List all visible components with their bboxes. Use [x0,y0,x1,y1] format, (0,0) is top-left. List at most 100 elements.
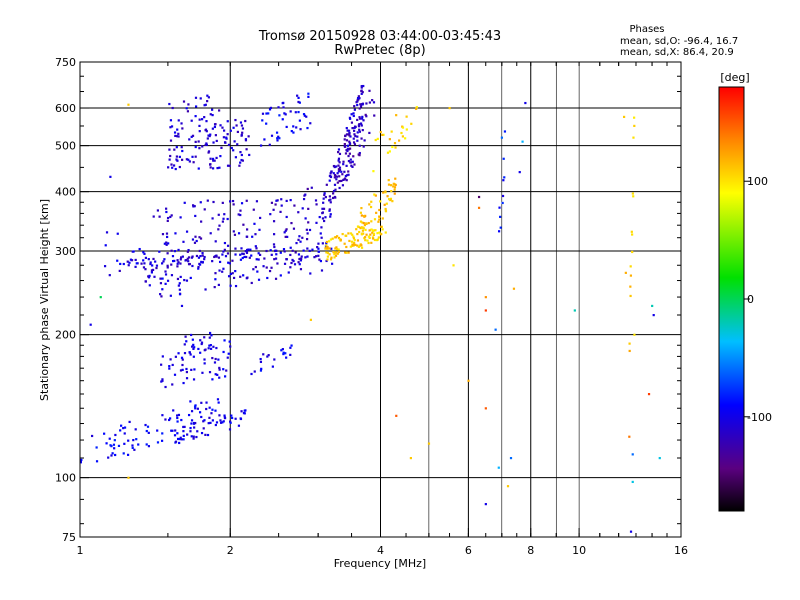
echo-point-706 [199,97,202,100]
echo-point-1238 [631,453,634,456]
echo-point-367 [159,282,163,285]
echo-point-780 [269,213,272,216]
x-tick-label: 2 [227,544,234,557]
echo-point-154 [173,373,177,376]
echo-point-841 [354,125,357,128]
echo-point-266 [142,259,145,262]
echo-point-412 [150,269,154,272]
echo-point-1117 [383,203,386,206]
echo-point-229 [281,348,284,351]
echo-point-535 [222,217,225,220]
echo-point-1194 [632,195,635,198]
echo-point-454 [330,262,334,265]
echo-point-1073 [377,220,380,223]
echo-point-379 [203,255,206,259]
echo-point-969 [351,160,354,163]
echo-point-270 [297,253,301,256]
echo-point-655 [225,137,228,140]
echo-point-963 [368,101,371,104]
echo-point-1107 [359,211,363,214]
echo-point-169 [227,352,230,355]
echo-point-27 [211,419,214,422]
echo-point-1067 [326,245,329,249]
echo-point-776 [283,231,286,234]
echo-point-30 [190,410,194,413]
echo-point-620 [168,148,171,151]
echo-point-231 [282,352,285,356]
echo-point-22 [137,443,140,446]
echo-point-387 [294,251,297,254]
echo-point-1068 [349,245,352,248]
echo-point-482 [240,202,244,205]
echo-point-566 [208,134,211,138]
echo-point-851 [329,201,332,204]
echo-point-857 [352,112,355,115]
echo-point-1137 [360,214,363,217]
echo-point-788 [272,220,276,223]
echo-point-0 [170,429,173,432]
echo-point-434 [279,274,282,277]
echo-point-764 [305,228,308,231]
echo-point-506 [174,232,177,235]
echo-point-885 [319,232,322,235]
chart-subtitle: RwPretec (8p) [334,43,425,58]
echo-point-280 [317,247,320,250]
echo-point-640 [214,123,217,126]
echo-point-889 [332,189,336,193]
echo-point-80 [119,429,122,432]
echo-point-768 [303,194,306,197]
echo-point-1167 [404,137,407,140]
echo-point-1099 [374,229,377,232]
echo-point-1195 [629,274,633,277]
echo-point-1182 [501,194,505,198]
echo-point-1132 [386,195,389,198]
echo-point-461 [283,262,287,265]
echo-point-1228 [512,287,516,290]
echo-point-491 [182,240,185,243]
echo-point-249 [186,257,189,260]
echo-point-268 [181,255,184,258]
echo-point-260 [218,260,222,264]
echo-point-679 [211,113,214,117]
echo-point-546 [240,247,243,250]
echo-point-779 [275,199,278,202]
echo-point-52 [126,453,130,456]
echo-point-589 [205,142,208,145]
echo-point-433 [173,259,176,263]
echo-point-553 [217,213,220,216]
echo-point-1009 [354,243,357,247]
echo-point-291 [142,266,146,269]
echo-point-8 [117,444,121,447]
echo-point-897 [351,127,354,130]
echo-point-219 [184,335,187,338]
echo-point-849 [322,201,325,204]
echo-point-1159 [393,142,397,145]
echo-point-1204 [127,103,130,106]
echo-point-1133 [361,221,364,224]
echo-point-1227 [509,456,513,460]
echo-point-438 [201,254,204,257]
echo-point-624 [209,166,212,169]
echo-point-909 [333,165,336,169]
y-tick-label: 200 [55,329,76,342]
echo-point-1193 [633,116,636,119]
echo-point-502 [254,233,257,236]
echo-point-1087 [378,218,381,221]
echo-point-738 [269,106,273,109]
echo-point-567 [177,132,180,135]
echo-point-43 [146,425,150,428]
echo-point-1243 [658,456,661,460]
echo-point-432 [300,257,303,260]
echo-point-288 [126,260,129,263]
echo-point-647 [174,167,177,171]
echo-point-928 [358,151,361,155]
echo-point-934 [358,123,361,126]
echo-point-224 [285,356,288,359]
echo-point-1095 [326,251,330,255]
echo-point-1105 [392,185,395,188]
echo-point-294 [259,253,262,256]
echo-point-744 [305,115,308,118]
echo-point-658 [232,149,235,152]
echo-point-989 [325,251,328,254]
echo-point-649 [222,136,225,139]
